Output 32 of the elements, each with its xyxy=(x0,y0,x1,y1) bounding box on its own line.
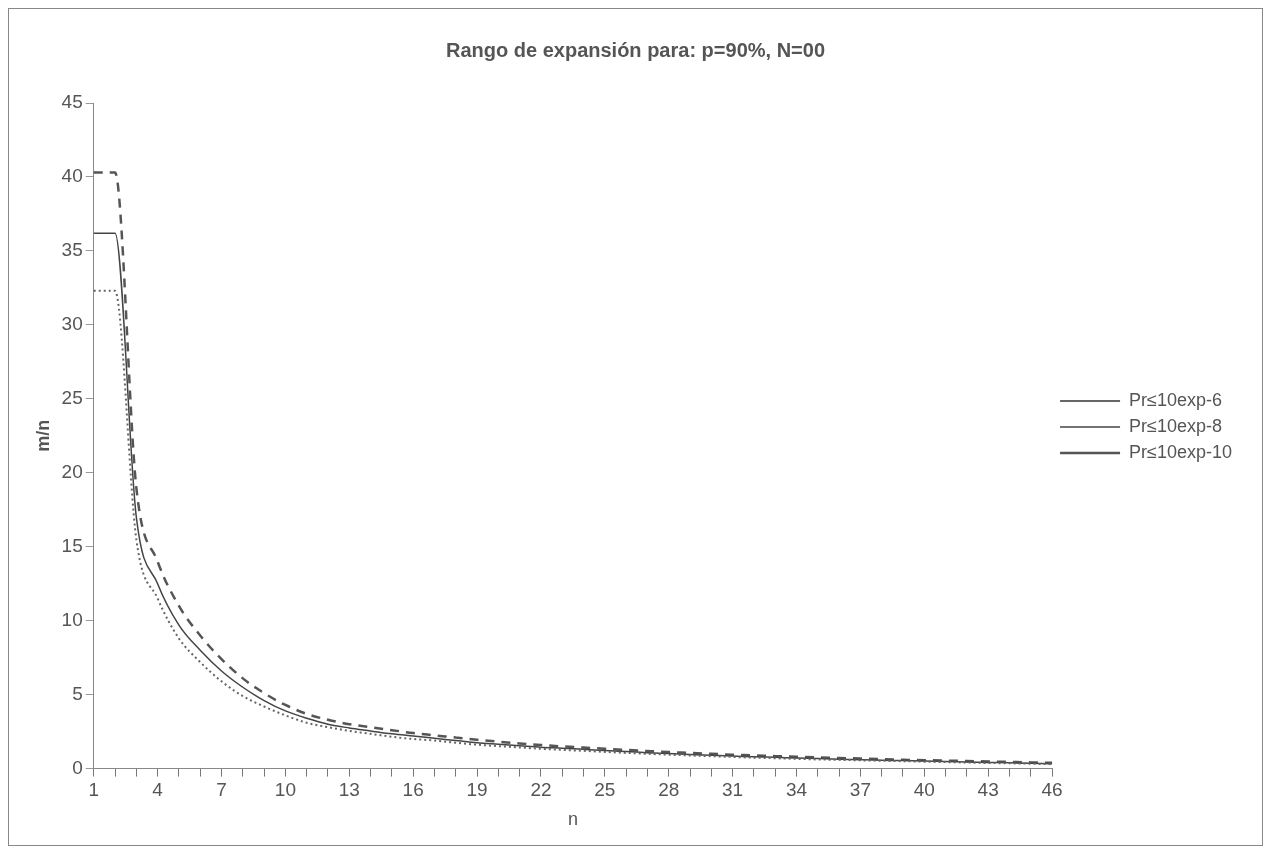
legend-label: Pr≤10exp-6 xyxy=(1129,389,1222,410)
legend-label: Pr≤10exp-8 xyxy=(1129,415,1222,436)
x-tick-label: 1 xyxy=(88,779,100,801)
x-tick-label: 7 xyxy=(216,779,227,801)
x-tick-label: 10 xyxy=(274,779,296,801)
y-tick-label: 40 xyxy=(61,165,83,187)
y-tick-label: 5 xyxy=(72,682,83,704)
y-tick-label: 0 xyxy=(72,756,83,778)
x-tick-label: 43 xyxy=(977,779,999,801)
legend-label: Pr≤10exp-10 xyxy=(1129,441,1232,462)
x-tick-label: 40 xyxy=(913,779,935,801)
y-tick-label: 45 xyxy=(61,91,83,113)
x-tick-label: 16 xyxy=(402,779,424,801)
x-tick-label: 22 xyxy=(530,779,552,801)
x-tick-label: 37 xyxy=(849,779,871,801)
x-tick-label: 46 xyxy=(1041,779,1063,801)
x-axis-title: n xyxy=(567,809,578,830)
x-tick-label: 34 xyxy=(785,779,808,801)
y-tick-label: 35 xyxy=(61,239,83,261)
y-axis-title: m/n xyxy=(32,419,53,452)
y-tick-label: 30 xyxy=(61,313,83,335)
y-tick-label: 25 xyxy=(61,387,83,409)
chart-title: Rango de expansión para: p=90%, N=00 xyxy=(445,38,826,61)
x-tick-label: 13 xyxy=(338,779,360,801)
y-tick-label: 20 xyxy=(61,461,83,483)
y-tick-label: 15 xyxy=(61,534,83,556)
x-tick-label: 28 xyxy=(658,779,680,801)
x-tick-label: 31 xyxy=(722,779,744,801)
x-tick-label: 4 xyxy=(152,779,164,801)
y-tick-label: 10 xyxy=(61,608,83,630)
x-tick-label: 19 xyxy=(466,779,488,801)
x-tick-label: 25 xyxy=(594,779,616,801)
